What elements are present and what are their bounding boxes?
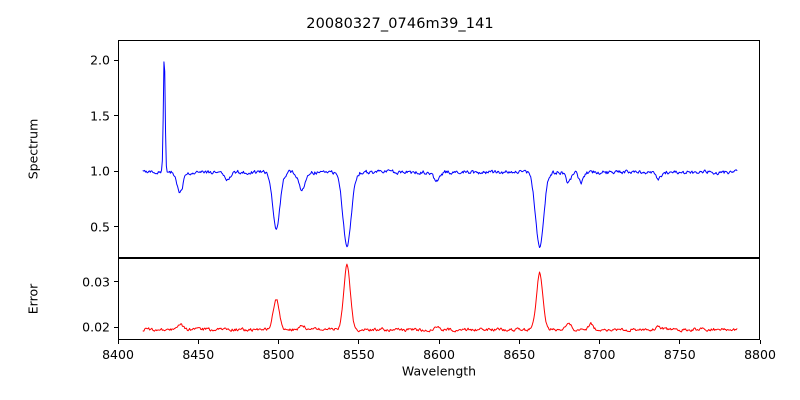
- x-tick-mark: [679, 340, 680, 344]
- error-line: [143, 264, 737, 332]
- x-tick-label: 8500: [263, 347, 295, 362]
- spectrum-line: [143, 62, 737, 248]
- error-axes: [118, 258, 760, 340]
- x-tick-mark: [439, 340, 440, 344]
- y-tick-label: 0.5: [62, 219, 110, 234]
- x-tick-label: 8700: [584, 347, 616, 362]
- x-tick-mark: [198, 340, 199, 344]
- x-tick-label: 8450: [182, 347, 214, 362]
- y-tick-label: 0.02: [62, 320, 110, 335]
- matplotlib-figure: 20080327_0746m39_141 0.5 1.0 1.5 2.0 Spectr…: [0, 0, 800, 400]
- x-tick-label: 8400: [102, 347, 134, 362]
- y-tick-mark: [114, 226, 118, 227]
- y-tick-mark: [114, 115, 118, 116]
- y-tick-mark: [114, 171, 118, 172]
- y-tick-mark: [114, 60, 118, 61]
- y-tick-label: 1.0: [62, 164, 110, 179]
- x-tick-mark: [599, 340, 600, 344]
- x-tick-mark: [519, 340, 520, 344]
- spectrum-plot-area: [119, 41, 761, 259]
- y-tick-mark: [114, 281, 118, 282]
- x-tick-label: 8800: [744, 347, 776, 362]
- y-tick-label: 0.03: [62, 274, 110, 289]
- y-tick-label: 1.5: [62, 108, 110, 123]
- y-tick-label: 2.0: [62, 53, 110, 68]
- x-tick-label: 8750: [664, 347, 696, 362]
- y-tick-mark: [114, 327, 118, 328]
- x-tick-label: 8600: [423, 347, 455, 362]
- figure-title: 20080327_0746m39_141: [0, 16, 800, 32]
- error-plot-area: [119, 259, 761, 341]
- x-tick-mark: [760, 340, 761, 344]
- x-tick-label: 8650: [503, 347, 535, 362]
- error-y-axis-label: Error: [26, 284, 41, 314]
- spectrum-y-axis-label: Spectrum: [26, 119, 41, 180]
- x-tick-mark: [358, 340, 359, 344]
- spectrum-axes: [118, 40, 760, 258]
- x-tick-mark: [118, 340, 119, 344]
- x-tick-mark: [278, 340, 279, 344]
- x-tick-label: 8550: [343, 347, 375, 362]
- x-axis-label: Wavelength: [402, 364, 476, 379]
